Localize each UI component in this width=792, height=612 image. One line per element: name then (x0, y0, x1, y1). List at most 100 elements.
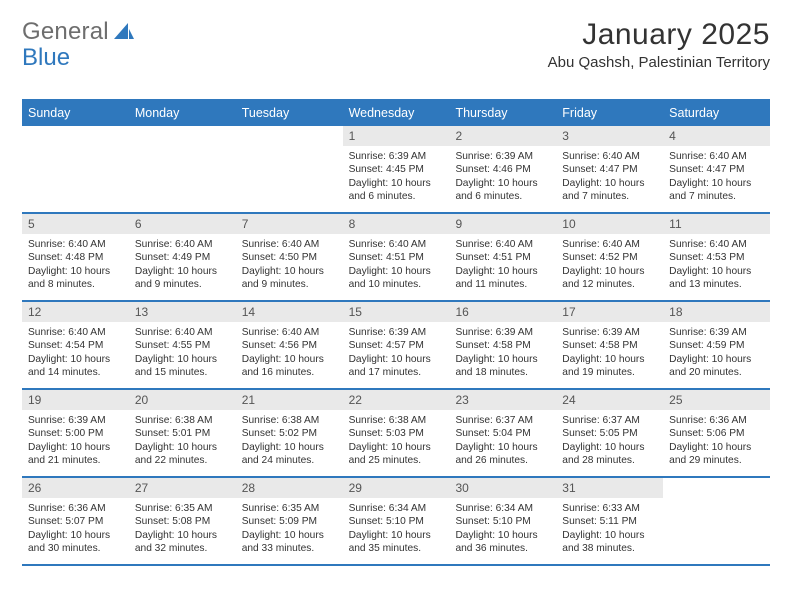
day-info: Sunrise: 6:40 AMSunset: 4:56 PMDaylight:… (236, 322, 343, 386)
day-cell: 19Sunrise: 6:39 AMSunset: 5:00 PMDayligh… (22, 390, 129, 476)
week-row: 26Sunrise: 6:36 AMSunset: 5:07 PMDayligh… (22, 478, 770, 566)
sunrise-text: Sunrise: 6:40 AM (562, 238, 657, 251)
daylight-text-2: and 18 minutes. (455, 366, 550, 379)
daylight-text-2: and 12 minutes. (562, 278, 657, 291)
week-row: 1Sunrise: 6:39 AMSunset: 4:45 PMDaylight… (22, 126, 770, 214)
sunset-text: Sunset: 4:52 PM (562, 251, 657, 264)
sunrise-text: Sunrise: 6:40 AM (455, 238, 550, 251)
sunrise-text: Sunrise: 6:34 AM (349, 502, 444, 515)
sunrise-text: Sunrise: 6:40 AM (242, 326, 337, 339)
day-number: 11 (663, 214, 770, 234)
daylight-text-1: Daylight: 10 hours (349, 353, 444, 366)
daylight-text-2: and 35 minutes. (349, 542, 444, 555)
sunrise-text: Sunrise: 6:39 AM (349, 150, 444, 163)
day-info: Sunrise: 6:40 AMSunset: 4:54 PMDaylight:… (22, 322, 129, 386)
weekday-tuesday: Tuesday (236, 101, 343, 126)
sunset-text: Sunset: 5:07 PM (28, 515, 123, 528)
daylight-text-2: and 15 minutes. (135, 366, 230, 379)
day-info: Sunrise: 6:35 AMSunset: 5:09 PMDaylight:… (236, 498, 343, 562)
day-cell: 1Sunrise: 6:39 AMSunset: 4:45 PMDaylight… (343, 126, 450, 212)
daylight-text-1: Daylight: 10 hours (669, 177, 764, 190)
day-cell: 26Sunrise: 6:36 AMSunset: 5:07 PMDayligh… (22, 478, 129, 564)
day-info: Sunrise: 6:33 AMSunset: 5:11 PMDaylight:… (556, 498, 663, 562)
day-number (663, 478, 770, 484)
day-number: 30 (449, 478, 556, 498)
daylight-text-2: and 36 minutes. (455, 542, 550, 555)
logo-sail-icon (114, 23, 134, 39)
daylight-text-2: and 7 minutes. (669, 190, 764, 203)
daylight-text-1: Daylight: 10 hours (242, 529, 337, 542)
daylight-text-2: and 30 minutes. (28, 542, 123, 555)
day-info: Sunrise: 6:39 AMSunset: 4:58 PMDaylight:… (556, 322, 663, 386)
logo-word-2: Blue (22, 44, 70, 72)
day-cell (663, 478, 770, 564)
day-cell: 9Sunrise: 6:40 AMSunset: 4:51 PMDaylight… (449, 214, 556, 300)
week-row: 19Sunrise: 6:39 AMSunset: 5:00 PMDayligh… (22, 390, 770, 478)
day-cell: 17Sunrise: 6:39 AMSunset: 4:58 PMDayligh… (556, 302, 663, 388)
sunset-text: Sunset: 4:54 PM (28, 339, 123, 352)
daylight-text-1: Daylight: 10 hours (455, 265, 550, 278)
daylight-text-2: and 6 minutes. (349, 190, 444, 203)
sunset-text: Sunset: 4:46 PM (455, 163, 550, 176)
sunrise-text: Sunrise: 6:40 AM (669, 238, 764, 251)
daylight-text-2: and 9 minutes. (242, 278, 337, 291)
day-number: 24 (556, 390, 663, 410)
sunset-text: Sunset: 5:10 PM (455, 515, 550, 528)
sunset-text: Sunset: 4:45 PM (349, 163, 444, 176)
sunset-text: Sunset: 5:05 PM (562, 427, 657, 440)
day-number: 29 (343, 478, 450, 498)
sunset-text: Sunset: 5:01 PM (135, 427, 230, 440)
day-info: Sunrise: 6:38 AMSunset: 5:03 PMDaylight:… (343, 410, 450, 474)
sunset-text: Sunset: 5:11 PM (562, 515, 657, 528)
day-info: Sunrise: 6:39 AMSunset: 5:00 PMDaylight:… (22, 410, 129, 474)
day-number: 23 (449, 390, 556, 410)
day-cell: 29Sunrise: 6:34 AMSunset: 5:10 PMDayligh… (343, 478, 450, 564)
daylight-text-1: Daylight: 10 hours (349, 265, 444, 278)
daylight-text-1: Daylight: 10 hours (135, 529, 230, 542)
daylight-text-1: Daylight: 10 hours (349, 441, 444, 454)
day-info: Sunrise: 6:40 AMSunset: 4:47 PMDaylight:… (556, 146, 663, 210)
day-cell: 27Sunrise: 6:35 AMSunset: 5:08 PMDayligh… (129, 478, 236, 564)
day-cell: 24Sunrise: 6:37 AMSunset: 5:05 PMDayligh… (556, 390, 663, 476)
day-info: Sunrise: 6:34 AMSunset: 5:10 PMDaylight:… (449, 498, 556, 562)
day-info: Sunrise: 6:38 AMSunset: 5:02 PMDaylight:… (236, 410, 343, 474)
day-info: Sunrise: 6:40 AMSunset: 4:50 PMDaylight:… (236, 234, 343, 298)
day-number: 31 (556, 478, 663, 498)
daylight-text-2: and 13 minutes. (669, 278, 764, 291)
sunrise-text: Sunrise: 6:37 AM (562, 414, 657, 427)
day-number: 18 (663, 302, 770, 322)
daylight-text-2: and 14 minutes. (28, 366, 123, 379)
sunset-text: Sunset: 5:08 PM (135, 515, 230, 528)
daylight-text-1: Daylight: 10 hours (455, 353, 550, 366)
day-info: Sunrise: 6:40 AMSunset: 4:49 PMDaylight:… (129, 234, 236, 298)
day-info: Sunrise: 6:37 AMSunset: 5:04 PMDaylight:… (449, 410, 556, 474)
sunset-text: Sunset: 4:58 PM (455, 339, 550, 352)
logo-word-1: General (22, 18, 109, 46)
day-info: Sunrise: 6:34 AMSunset: 5:10 PMDaylight:… (343, 498, 450, 562)
day-cell: 8Sunrise: 6:40 AMSunset: 4:51 PMDaylight… (343, 214, 450, 300)
day-info: Sunrise: 6:36 AMSunset: 5:06 PMDaylight:… (663, 410, 770, 474)
day-cell: 14Sunrise: 6:40 AMSunset: 4:56 PMDayligh… (236, 302, 343, 388)
day-cell: 10Sunrise: 6:40 AMSunset: 4:52 PMDayligh… (556, 214, 663, 300)
daylight-text-2: and 24 minutes. (242, 454, 337, 467)
sunrise-text: Sunrise: 6:40 AM (349, 238, 444, 251)
day-number: 7 (236, 214, 343, 234)
sunrise-text: Sunrise: 6:39 AM (28, 414, 123, 427)
day-info: Sunrise: 6:40 AMSunset: 4:51 PMDaylight:… (343, 234, 450, 298)
day-info: Sunrise: 6:38 AMSunset: 5:01 PMDaylight:… (129, 410, 236, 474)
daylight-text-2: and 22 minutes. (135, 454, 230, 467)
daylight-text-2: and 7 minutes. (562, 190, 657, 203)
day-number: 20 (129, 390, 236, 410)
day-cell: 28Sunrise: 6:35 AMSunset: 5:09 PMDayligh… (236, 478, 343, 564)
daylight-text-2: and 38 minutes. (562, 542, 657, 555)
daylight-text-2: and 6 minutes. (455, 190, 550, 203)
sunrise-text: Sunrise: 6:38 AM (349, 414, 444, 427)
sunset-text: Sunset: 4:55 PM (135, 339, 230, 352)
week-row: 12Sunrise: 6:40 AMSunset: 4:54 PMDayligh… (22, 302, 770, 390)
day-info: Sunrise: 6:39 AMSunset: 4:45 PMDaylight:… (343, 146, 450, 210)
day-info: Sunrise: 6:40 AMSunset: 4:51 PMDaylight:… (449, 234, 556, 298)
daylight-text-2: and 32 minutes. (135, 542, 230, 555)
day-number: 22 (343, 390, 450, 410)
calendar: Sunday Monday Tuesday Wednesday Thursday… (22, 99, 770, 566)
sunrise-text: Sunrise: 6:40 AM (28, 326, 123, 339)
